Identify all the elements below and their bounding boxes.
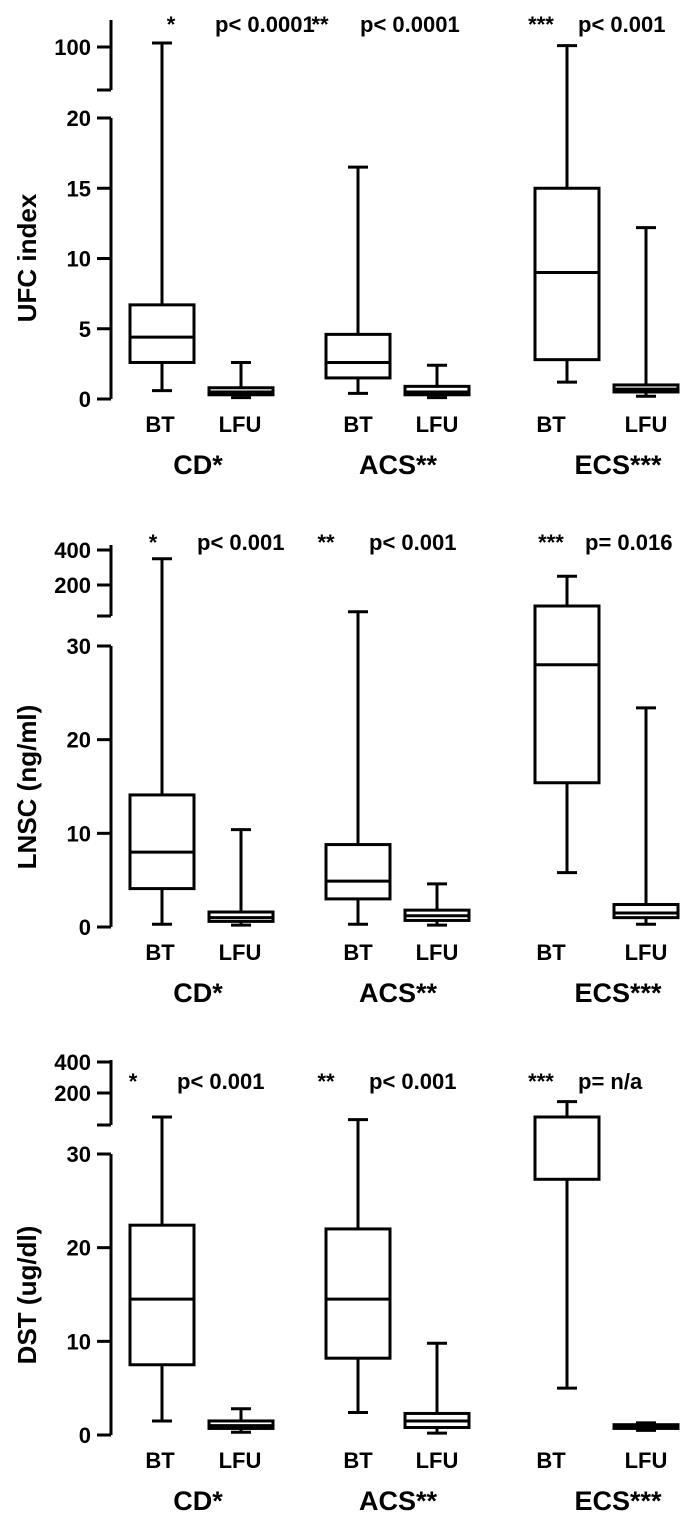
category-label: LFU [625, 940, 668, 965]
y-tick-label: 10 [67, 821, 91, 846]
category-label: BT [145, 940, 175, 965]
category-label: LFU [416, 412, 459, 437]
y-tick-label: 30 [67, 1142, 91, 1167]
significance-marker: *** [538, 530, 564, 555]
box-iqr [324, 332, 392, 380]
y-tick-label: 10 [67, 1329, 91, 1354]
p-value-label: p< 0.001 [578, 12, 665, 37]
y-tick-label: 200 [54, 573, 91, 598]
p-value-label: p< 0.001 [197, 530, 284, 555]
category-label: BT [343, 940, 373, 965]
group-label: CD* [173, 978, 223, 1008]
group-label: ECS*** [574, 1486, 662, 1514]
p-value-label: p< 0.001 [177, 1069, 264, 1094]
significance-marker: *** [528, 12, 554, 37]
y-tick-label: 30 [67, 634, 91, 659]
y-tick-label: 20 [67, 728, 91, 753]
p-value-label: p= n/a [578, 1069, 643, 1094]
category-label: LFU [416, 1448, 459, 1473]
category-label: LFU [416, 940, 459, 965]
box-iqr [324, 843, 392, 901]
y-axis-title: LNSC (ng/ml) [12, 705, 42, 870]
significance-marker: * [149, 530, 158, 555]
category-label: BT [343, 412, 373, 437]
group-label: CD* [173, 1486, 223, 1514]
significance-marker: ** [317, 1069, 335, 1094]
p-value-label: p< 0.001 [369, 1069, 456, 1094]
significance-marker: ** [317, 530, 335, 555]
y-tick-label: 20 [67, 106, 91, 131]
box-iqr [128, 303, 196, 364]
group-label: ACS** [359, 978, 438, 1008]
group-label: ECS*** [574, 978, 662, 1008]
box-iqr [612, 903, 680, 920]
box-iqr [533, 1115, 601, 1181]
category-label: LFU [625, 412, 668, 437]
category-label: LFU [625, 1448, 668, 1473]
y-axis-title: UFC index [12, 193, 42, 322]
category-label: LFU [219, 412, 262, 437]
y-tick-label: 200 [54, 1081, 91, 1106]
y-tick-label: 5 [79, 317, 91, 342]
y-tick-label: 15 [67, 176, 91, 201]
category-label: BT [536, 940, 566, 965]
category-label: BT [343, 1448, 373, 1473]
y-tick-label: 10 [67, 247, 91, 272]
y-tick-label: 20 [67, 1236, 91, 1261]
box-iqr [128, 793, 196, 891]
group-label: ECS*** [574, 450, 662, 480]
group-label: CD* [173, 450, 223, 480]
category-label: LFU [219, 1448, 262, 1473]
y-tick-label: 0 [79, 387, 91, 412]
p-value-label: p= 0.016 [585, 530, 672, 555]
significance-marker: ** [311, 12, 329, 37]
category-label: BT [145, 1448, 175, 1473]
y-tick-label: 400 [54, 538, 91, 563]
box-iqr [324, 1227, 392, 1360]
category-label: BT [536, 1448, 566, 1473]
y-tick-label: 0 [79, 1423, 91, 1448]
significance-marker: * [167, 12, 176, 37]
box-iqr [533, 604, 601, 785]
category-label: LFU [219, 940, 262, 965]
box-iqr [128, 1223, 196, 1367]
significance-marker: * [129, 1069, 138, 1094]
y-tick-label: 400 [54, 1050, 91, 1075]
group-label: ACS** [359, 450, 438, 480]
y-tick-label: 100 [54, 35, 91, 60]
y-axis-title: DST (ug/dl) [12, 1226, 42, 1365]
category-label: BT [536, 412, 566, 437]
y-tick-label: 0 [79, 915, 91, 940]
significance-marker: *** [528, 1069, 554, 1094]
p-value-label: p< 0.001 [369, 530, 456, 555]
p-value-label: p< 0.0001 [360, 12, 460, 37]
category-label: BT [145, 412, 175, 437]
group-label: ACS** [359, 1486, 438, 1514]
p-value-label: p< 0.0001 [215, 12, 315, 37]
